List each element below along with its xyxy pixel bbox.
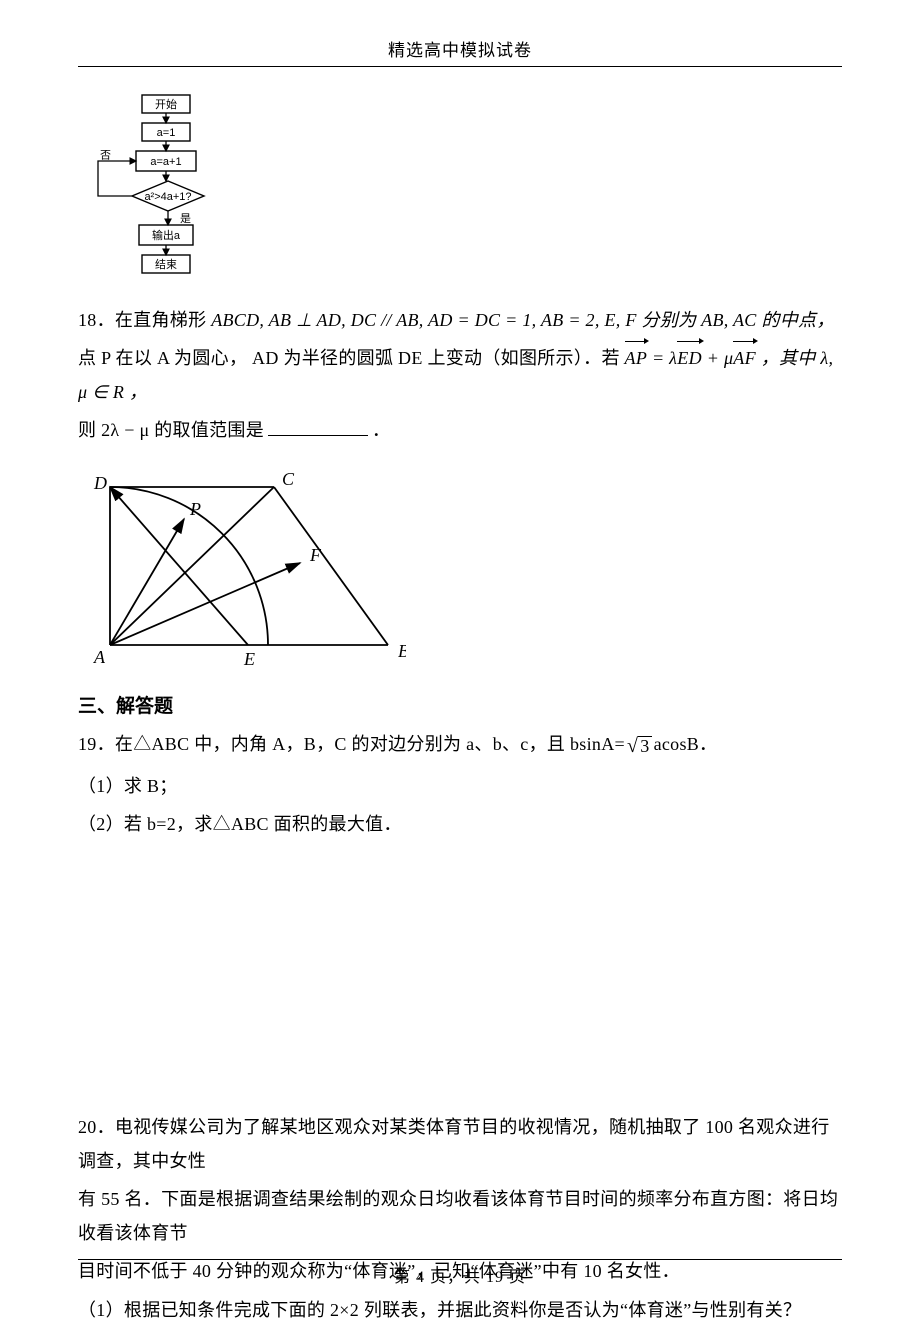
svg-text:否: 否 [100, 150, 111, 162]
q17-flowchart: 开始 a=1 a=a+1 a²>4a+1? 输出a 结束 是 否 [84, 85, 842, 288]
q19-line1b: acosB． [654, 734, 718, 754]
svg-text:E: E [243, 649, 255, 669]
svg-text:开始: 开始 [155, 97, 177, 111]
svg-text:B: B [398, 641, 406, 661]
q18-figure: A B E D C F P [86, 455, 842, 677]
svg-text:D: D [93, 473, 107, 493]
q18-line2: 点 P 在以 A 为圆心， AD 为半径的圆弧 DE 上变动（如图所示）．若 A… [78, 341, 842, 409]
svg-text:P: P [189, 499, 201, 519]
q19-line1a: 19．在△ABC 中，内角 A，B，C 的对边分别为 a、b、c，且 bsinA… [78, 734, 625, 754]
flowchart-svg: 开始 a=1 a=a+1 a²>4a+1? 输出a 结束 是 否 [84, 85, 234, 280]
svg-text:是: 是 [180, 212, 191, 225]
geom-svg: A B E D C F P [86, 455, 406, 669]
footer-divider [78, 1259, 842, 1260]
q19-part1: （1）求 B； [78, 769, 842, 803]
footer-total: 19 [486, 1269, 504, 1286]
svg-text:a²>4a+1?: a²>4a+1? [144, 191, 191, 203]
q18-body1: ABCD, AB ⊥ AD, DC // AB, AD = DC = 1, AB… [211, 310, 834, 330]
section-3-heading: 三、解答题 [78, 692, 842, 721]
vec-af: AF [733, 341, 756, 375]
footer-mid: 页，共 [425, 1269, 486, 1286]
q18-prefix: 18．在直角梯形 [78, 310, 211, 330]
svg-text:输出a: 输出a [152, 228, 181, 242]
q18-line3: 则 2λ − μ 的取值范围是 ． [78, 413, 842, 447]
q20-line4: （1）根据已知条件完成下面的 2×2 列联表，并据此资料你是否认为“体育迷”与性… [78, 1293, 842, 1327]
q18-line3b: ． [372, 420, 390, 440]
q20-line2: 有 55 名．下面是根据调查结果绘制的观众日均收看该体育节目时间的频率分布直方图… [78, 1182, 842, 1250]
page-header-title: 精选高中模拟试卷 [78, 38, 842, 64]
svg-text:a=1: a=1 [157, 127, 176, 139]
q19-line1: 19．在△ABC 中，内角 A，B，C 的对边分别为 a、b、c，且 bsinA… [78, 727, 842, 765]
svg-text:结束: 结束 [155, 258, 177, 271]
svg-text:C: C [282, 469, 295, 489]
vec-ed: ED [677, 341, 702, 375]
q18-line2a: 点 P 在以 A 为圆心， AD 为半径的圆弧 DE 上变动（如图所示）．若 [78, 348, 625, 368]
q19-part2: （2）若 b=2，求△ABC 面积的最大值． [78, 807, 842, 841]
q18-line3a: 则 2λ − μ 的取值范围是 [78, 420, 264, 440]
sqrt-3: √3 [627, 727, 652, 765]
q18-plus: + μ [702, 348, 733, 368]
header-divider [78, 66, 842, 67]
sqrt-content: 3 [638, 736, 651, 755]
page: 精选高中模拟试卷 开始 a=1 a=a+1 a²>4a+1? 输出a 结束 是 否 18．在直… [0, 0, 920, 1327]
q18-eq: = λ [647, 348, 677, 368]
svg-text:a=a+1: a=a+1 [150, 156, 181, 168]
q20-line1: 20．电视传媒公司为了解某地区观众对某类体育节目的收视情况，随机抽取了 100 … [78, 1110, 842, 1178]
vec-ap: AP [625, 341, 648, 375]
answer-blank [268, 419, 368, 436]
footer-prefix: 第 [394, 1269, 416, 1286]
footer-page: 4 [416, 1269, 425, 1286]
footer-suffix: 页 [504, 1269, 526, 1286]
answer-space [78, 846, 842, 1106]
q18-line1: 18．在直角梯形 ABCD, AB ⊥ AD, DC // AB, AD = D… [78, 303, 842, 337]
page-footer: 第 4 页，共 19 页 [0, 1259, 920, 1291]
svg-text:A: A [93, 647, 106, 667]
svg-text:F: F [309, 545, 322, 565]
